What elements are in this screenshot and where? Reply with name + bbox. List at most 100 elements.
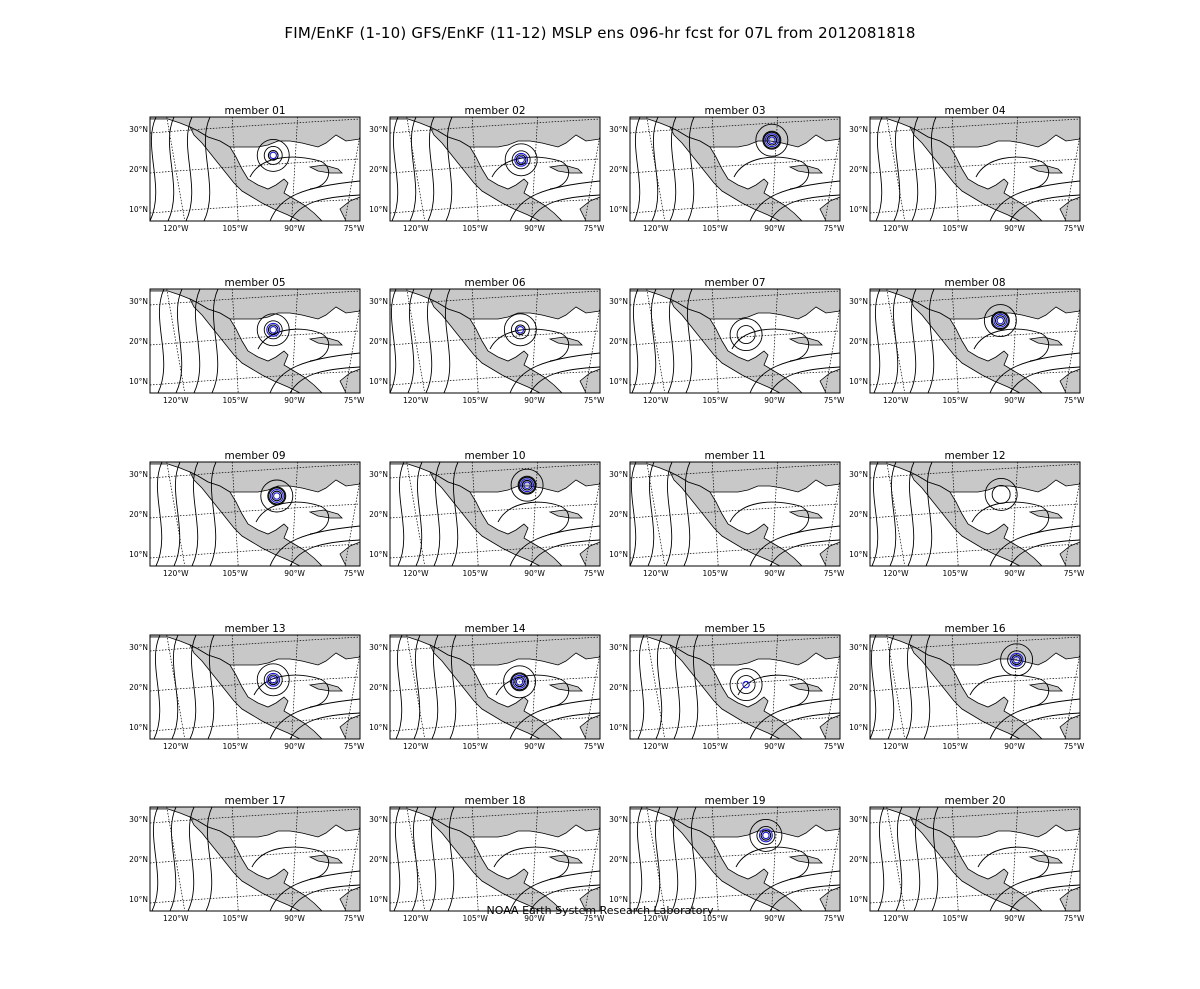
storm-outer-isobar xyxy=(1000,643,1034,677)
mslp-map: 30°N 20°N 10°N 120°W 105°W 90°W 75°W xyxy=(849,806,1085,923)
longitude-line xyxy=(291,462,298,566)
isobar xyxy=(289,539,360,566)
isobar xyxy=(905,635,913,739)
storm-outer-isobar xyxy=(256,138,290,172)
storm-outer-isobar xyxy=(504,143,538,177)
longitude-line xyxy=(406,807,426,911)
land-area xyxy=(150,462,360,493)
longitude-line xyxy=(711,635,719,739)
latitude-line xyxy=(150,808,360,824)
longitude-line xyxy=(646,289,666,393)
longitude-tick-label: 75°W xyxy=(584,224,605,233)
ensemble-member-panel: member 02 30°N 20°N 10°N 120°W 105°W 90°W 75°W xyxy=(369,105,615,255)
longitude-line xyxy=(711,462,719,566)
latitude-line xyxy=(390,503,600,519)
latitude-tick-label: 20°N xyxy=(609,165,628,174)
longitude-line xyxy=(471,635,479,739)
latitude-tick-label: 30°N xyxy=(369,815,388,824)
latitude-tick-label: 30°N xyxy=(129,297,148,306)
longitude-line xyxy=(291,635,298,739)
isobar xyxy=(647,462,655,566)
isobar xyxy=(431,635,439,739)
storm-center-contour xyxy=(523,481,531,489)
isobar xyxy=(269,870,360,911)
longitude-line xyxy=(166,635,186,739)
isobar xyxy=(249,156,330,190)
latitude-tick-label: 10°N xyxy=(609,205,628,214)
longitude-line xyxy=(584,650,600,739)
longitude-line xyxy=(406,117,426,221)
isobar xyxy=(893,117,901,221)
latitude-tick-label: 30°N xyxy=(129,125,148,134)
map-frame xyxy=(629,116,841,222)
latitude-line xyxy=(390,158,600,174)
land-area xyxy=(630,807,840,838)
isobar xyxy=(731,328,810,362)
storm-outer-isobar xyxy=(762,130,782,150)
isobar xyxy=(633,117,641,221)
latitude-tick-label: 20°N xyxy=(849,683,868,692)
latitude-line xyxy=(870,290,1080,306)
latitude-tick-label: 10°N xyxy=(129,550,148,559)
storm-center-contour xyxy=(993,313,1008,328)
panel-title: member 10 xyxy=(464,450,526,462)
land-area xyxy=(429,816,563,911)
latitude-line xyxy=(390,716,600,732)
longitude-line xyxy=(824,822,840,911)
mslp-map: 30°N 20°N 10°N 120°W 105°W 90°W 75°W xyxy=(369,116,605,233)
storm-outer-isobar xyxy=(503,665,537,699)
longitude-tick-label: 90°W xyxy=(1004,224,1025,233)
longitude-line xyxy=(406,462,426,566)
land-area xyxy=(308,682,343,692)
isobar xyxy=(509,352,600,393)
longitude-line xyxy=(1064,304,1080,393)
latitude-line xyxy=(150,543,360,559)
latitude-tick-label: 20°N xyxy=(849,855,868,864)
land-area xyxy=(819,886,840,911)
storm-outer-isobar xyxy=(736,325,756,345)
storm-center-contour xyxy=(268,487,286,505)
storm-center-contour xyxy=(760,830,772,841)
storm-outer-isobar xyxy=(256,313,290,347)
isobar xyxy=(1009,194,1080,221)
isobar xyxy=(209,462,217,566)
land-area xyxy=(579,886,600,911)
longitude-line xyxy=(584,477,600,566)
storm-outer-isobar xyxy=(749,818,783,852)
longitude-tick-label: 75°W xyxy=(824,742,845,751)
longitude-tick-label: 90°W xyxy=(284,569,305,578)
storm-center-contour xyxy=(758,828,773,843)
isobar xyxy=(491,156,570,190)
land-area xyxy=(909,298,1043,393)
mslp-map: 30°N 20°N 10°N 120°W 105°W 90°W 75°W xyxy=(609,288,845,405)
storm-outer-isobar xyxy=(510,320,530,340)
panel-title: member 19 xyxy=(704,795,766,807)
longitude-tick-label: 90°W xyxy=(284,914,305,923)
isobar xyxy=(973,328,1050,362)
panel-title: member 13 xyxy=(224,623,286,635)
isobar xyxy=(877,807,885,911)
latitude-line xyxy=(390,463,600,479)
isobar xyxy=(769,884,840,911)
longitude-line xyxy=(231,807,239,911)
map-frame xyxy=(869,116,1081,222)
latitude-line xyxy=(870,636,1080,652)
longitude-line xyxy=(531,462,538,566)
latitude-tick-label: 30°N xyxy=(609,643,628,652)
isobar xyxy=(509,870,600,911)
latitude-tick-label: 10°N xyxy=(369,550,388,559)
land-area xyxy=(579,541,600,566)
storm-outer-isobar xyxy=(991,484,1011,504)
panel-title: member 03 xyxy=(704,105,766,117)
storm-center-contour xyxy=(266,322,281,337)
land-area xyxy=(339,368,360,393)
longitude-tick-label: 75°W xyxy=(584,569,605,578)
storm-center-contour xyxy=(269,151,277,160)
isobar xyxy=(931,807,939,911)
isobar xyxy=(653,807,661,911)
storm-outer-isobar xyxy=(756,825,776,845)
ensemble-member-panel: member 01 30°N 20°N 10°N 120°W 105°W 90°W 75°W xyxy=(129,105,375,255)
isobar xyxy=(687,117,695,221)
latitude-line xyxy=(390,370,600,386)
